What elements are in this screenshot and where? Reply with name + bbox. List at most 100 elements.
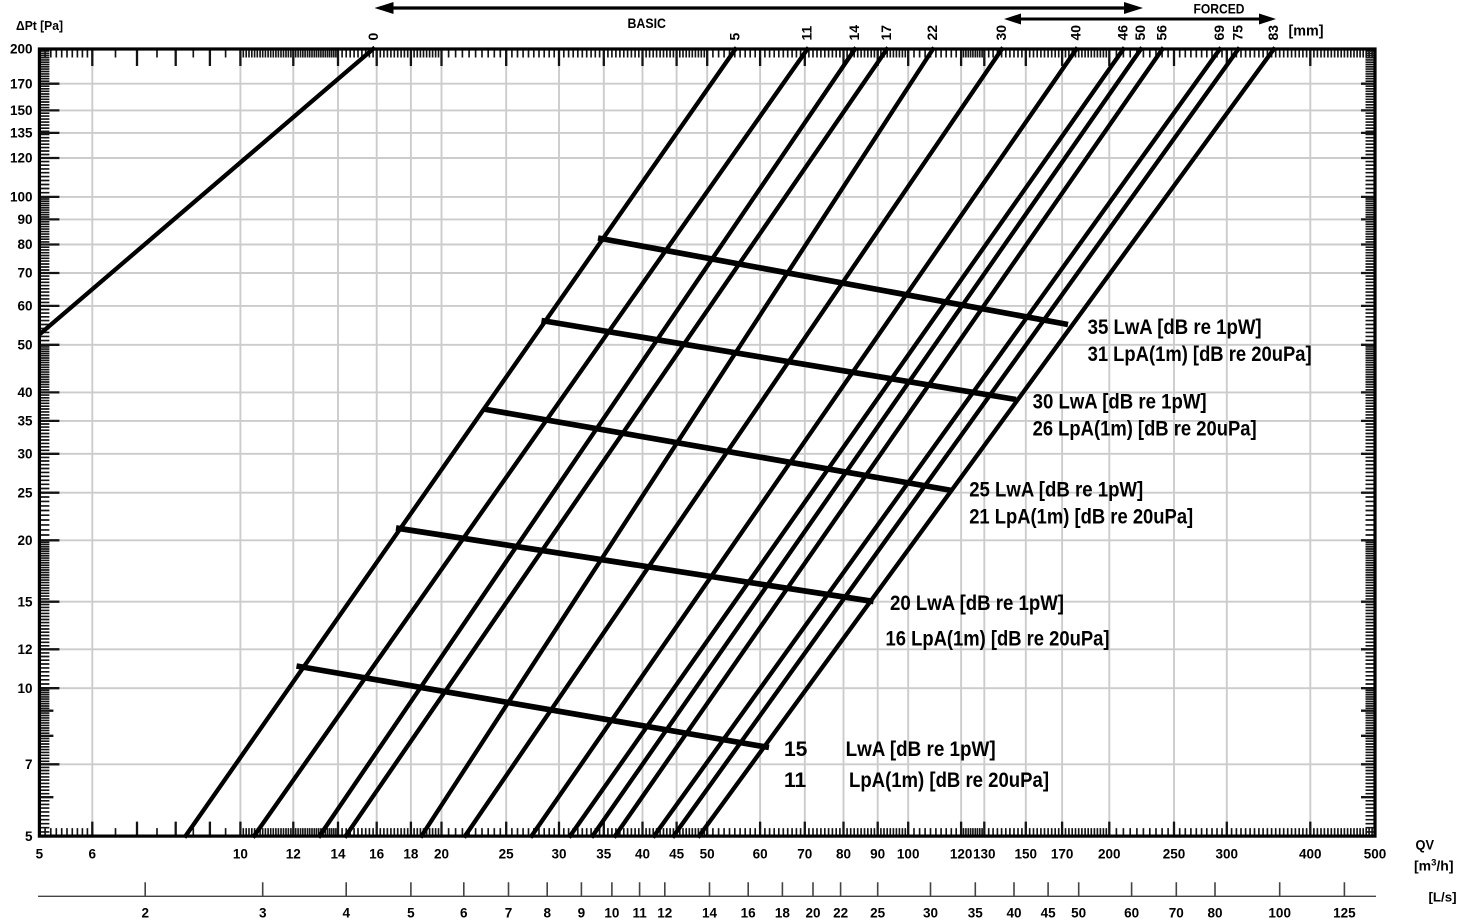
- svg-text:20: 20: [805, 905, 820, 920]
- svg-text:45: 45: [1041, 905, 1057, 920]
- svg-text:11: 11: [784, 769, 807, 792]
- svg-text:6: 6: [460, 905, 468, 920]
- svg-text:16: 16: [369, 846, 385, 861]
- svg-text:15: 15: [784, 738, 808, 761]
- svg-text:120: 120: [10, 151, 33, 166]
- svg-text:50: 50: [17, 338, 32, 353]
- svg-text:30: 30: [551, 846, 566, 861]
- svg-text:100: 100: [1268, 905, 1291, 920]
- svg-text:69: 69: [1211, 25, 1227, 41]
- svg-text:20: 20: [434, 846, 449, 861]
- svg-text:35: 35: [968, 905, 984, 920]
- svg-text:11: 11: [799, 25, 815, 40]
- svg-text:25 LwA [dB re 1pW]: 25 LwA [dB re 1pW]: [969, 479, 1143, 502]
- svg-text:FORCED: FORCED: [1194, 0, 1245, 16]
- svg-text:150: 150: [10, 103, 33, 118]
- svg-text:22: 22: [924, 25, 940, 41]
- svg-text:35 LwA [dB re 1pW]: 35 LwA [dB re 1pW]: [1088, 316, 1262, 339]
- svg-text:25: 25: [17, 485, 33, 500]
- svg-text:QV: QV: [1416, 837, 1435, 853]
- svg-text:70: 70: [1169, 905, 1184, 920]
- svg-text:3: 3: [259, 905, 267, 920]
- svg-text:ΔPt [Pa]: ΔPt [Pa]: [16, 18, 63, 33]
- svg-text:20: 20: [17, 533, 32, 548]
- svg-text:250: 250: [1163, 846, 1186, 861]
- svg-text:25: 25: [499, 846, 515, 861]
- svg-text:26 LpA(1m) [dB re 20uPa]: 26 LpA(1m) [dB re 20uPa]: [1033, 418, 1257, 441]
- svg-text:35: 35: [596, 846, 612, 861]
- svg-text:300: 300: [1216, 846, 1239, 861]
- svg-text:100: 100: [10, 190, 33, 205]
- svg-text:BASIC: BASIC: [628, 15, 667, 31]
- svg-text:22: 22: [833, 905, 848, 920]
- svg-text:170: 170: [10, 76, 33, 91]
- svg-text:31 LpA(1m) [dB re 20uPa]: 31 LpA(1m) [dB re 20uPa]: [1088, 343, 1312, 366]
- svg-text:30: 30: [17, 447, 32, 462]
- svg-text:80: 80: [1207, 905, 1222, 920]
- svg-text:46: 46: [1115, 25, 1131, 41]
- svg-text:7: 7: [505, 905, 513, 920]
- svg-text:5: 5: [727, 33, 743, 41]
- svg-text:25: 25: [870, 905, 886, 920]
- svg-text:125: 125: [1333, 905, 1356, 920]
- svg-text:LpA(1m) [dB re 20uPa]: LpA(1m) [dB re 20uPa]: [849, 769, 1049, 792]
- svg-text:90: 90: [870, 846, 885, 861]
- svg-text:8: 8: [543, 905, 551, 920]
- svg-text:[m3/h]: [m3/h]: [1414, 858, 1454, 874]
- svg-text:56: 56: [1154, 25, 1170, 41]
- svg-text:[L/s]: [L/s]: [1429, 889, 1457, 904]
- svg-text:30: 30: [923, 905, 938, 920]
- svg-text:30: 30: [993, 25, 1009, 41]
- svg-text:14: 14: [330, 846, 346, 861]
- svg-text:50: 50: [700, 846, 715, 861]
- svg-text:18: 18: [775, 905, 791, 920]
- svg-text:17: 17: [878, 25, 894, 41]
- svg-text:60: 60: [753, 846, 768, 861]
- svg-text:16: 16: [741, 905, 757, 920]
- svg-text:70: 70: [797, 846, 812, 861]
- svg-text:2: 2: [141, 905, 149, 920]
- svg-text:40: 40: [17, 385, 32, 400]
- svg-text:200: 200: [10, 42, 33, 57]
- svg-text:45: 45: [669, 846, 685, 861]
- svg-text:60: 60: [1124, 905, 1139, 920]
- svg-text:10: 10: [233, 846, 248, 861]
- svg-text:50: 50: [1132, 25, 1148, 41]
- svg-text:[mm]: [mm]: [1289, 24, 1324, 40]
- svg-text:9: 9: [578, 905, 586, 920]
- svg-text:14: 14: [702, 905, 718, 920]
- svg-text:12: 12: [286, 846, 301, 861]
- svg-text:18: 18: [403, 846, 419, 861]
- svg-text:120: 120: [950, 846, 973, 861]
- svg-text:35: 35: [17, 414, 33, 429]
- svg-text:6: 6: [89, 846, 97, 861]
- svg-text:400: 400: [1299, 846, 1322, 861]
- svg-text:0: 0: [365, 33, 381, 41]
- svg-text:40: 40: [635, 846, 650, 861]
- svg-text:4: 4: [342, 905, 350, 920]
- svg-text:5: 5: [25, 829, 33, 844]
- svg-text:11: 11: [632, 905, 647, 920]
- svg-text:14: 14: [846, 25, 862, 41]
- svg-text:90: 90: [17, 212, 32, 227]
- svg-text:21 LpA(1m) [dB re 20uPa]: 21 LpA(1m) [dB re 20uPa]: [969, 506, 1193, 529]
- svg-text:70: 70: [17, 266, 32, 281]
- svg-text:60: 60: [17, 299, 32, 314]
- svg-text:100: 100: [897, 846, 920, 861]
- svg-text:5: 5: [407, 905, 415, 920]
- svg-text:83: 83: [1265, 25, 1281, 41]
- svg-text:7: 7: [25, 757, 33, 772]
- svg-text:75: 75: [1230, 25, 1246, 41]
- svg-text:40: 40: [1006, 905, 1021, 920]
- svg-text:12: 12: [17, 642, 32, 657]
- svg-text:200: 200: [1098, 846, 1121, 861]
- svg-text:40: 40: [1068, 25, 1084, 41]
- svg-text:80: 80: [17, 237, 32, 252]
- svg-text:10: 10: [17, 681, 32, 696]
- svg-text:80: 80: [836, 846, 851, 861]
- svg-text:15: 15: [17, 594, 33, 609]
- svg-text:150: 150: [1015, 846, 1038, 861]
- svg-text:30 LwA [dB re 1pW]: 30 LwA [dB re 1pW]: [1033, 391, 1207, 414]
- svg-text:LwA [dB re 1pW]: LwA [dB re 1pW]: [846, 738, 996, 761]
- svg-text:12: 12: [657, 905, 672, 920]
